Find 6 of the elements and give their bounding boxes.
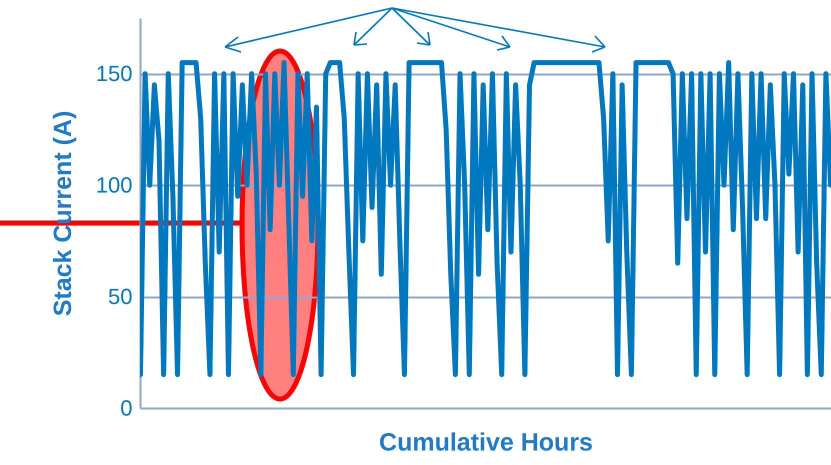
y-tick-label: 0: [120, 396, 132, 420]
y-tick-label: 100: [96, 172, 132, 198]
y-tick-label: 150: [96, 61, 132, 86]
y-axis-title: Stack Current (A): [48, 110, 77, 316]
x-axis-title: Cumulative Hours: [379, 428, 593, 456]
y-tick-label: 50: [108, 284, 132, 310]
